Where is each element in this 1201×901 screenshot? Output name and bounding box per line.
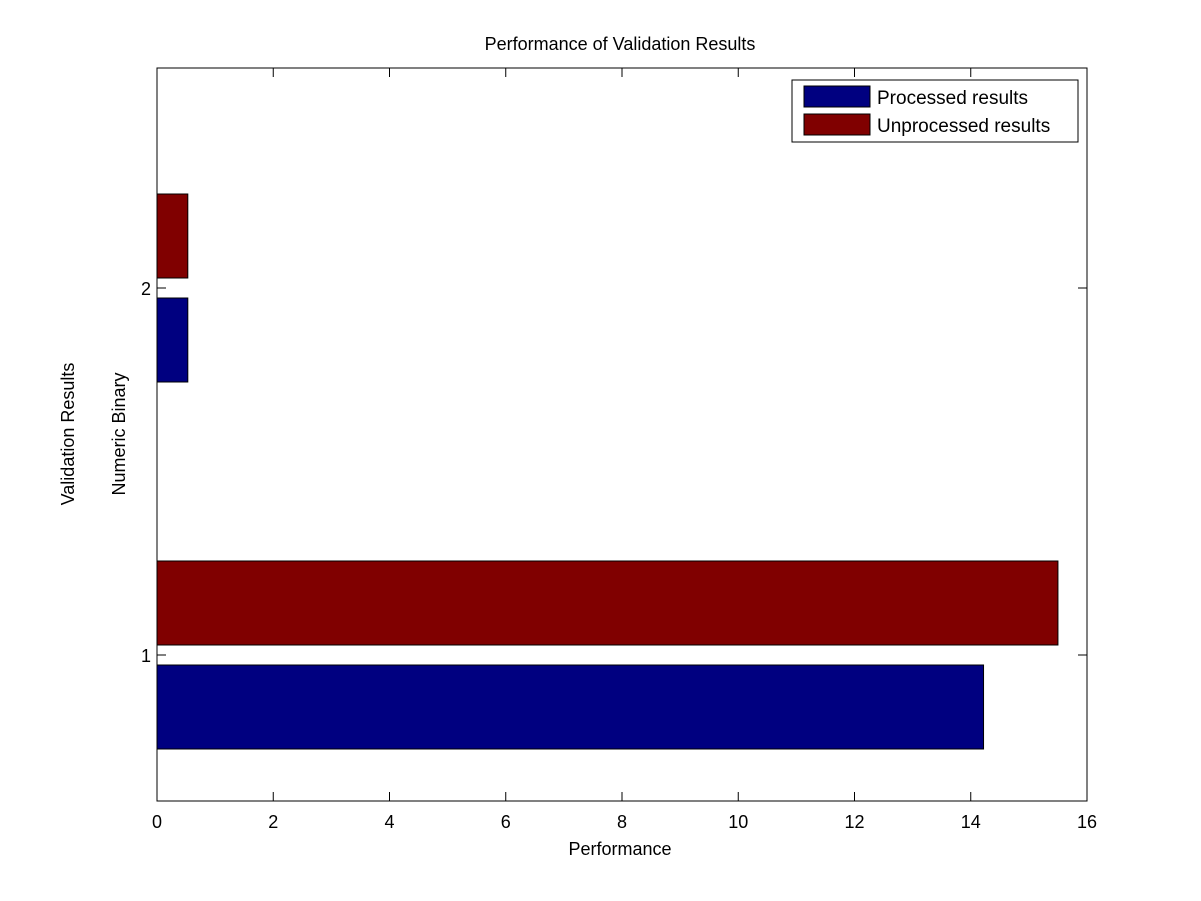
legend-label-processed: Processed results [877, 88, 1028, 109]
legend-swatch-unprocessed [803, 113, 871, 136]
x-tick-label: 10 [728, 812, 748, 832]
y-axis-ticks: 12 [141, 279, 1087, 666]
x-tick-label: 12 [844, 812, 864, 832]
x-tick-label: 2 [268, 812, 278, 832]
x-tick-label: 14 [961, 812, 981, 832]
legend-swatch-processed [803, 85, 871, 108]
bar-unprocessed-cat-1 [156, 560, 1059, 646]
x-tick-label: 4 [384, 812, 394, 832]
plot-frame [156, 67, 1088, 802]
y-axis-label: Validation Results [58, 363, 78, 506]
chart-title: Performance of Validation Results [485, 34, 756, 54]
bar-processed-cat-1 [156, 664, 985, 750]
x-tick-label: 0 [152, 812, 162, 832]
y-tick-label: 2 [141, 279, 151, 299]
legend-label-unprocessed: Unprocessed results [877, 116, 1050, 137]
bar-processed-cat-2 [156, 297, 189, 383]
y-tick-label: 1 [141, 646, 151, 666]
x-tick-label: 8 [617, 812, 627, 832]
x-tick-label: 16 [1077, 812, 1097, 832]
y-axis-secondary-label: Numeric Binary [109, 372, 129, 495]
legend: Processed results Unprocessed results [791, 79, 1079, 143]
x-axis-ticks: 0 2 4 6 8 10 12 14 16 [152, 68, 1097, 832]
bars-layer [156, 193, 1059, 750]
x-tick-label: 6 [501, 812, 511, 832]
bar-unprocessed-cat-2 [156, 193, 189, 279]
x-axis-label: Performance [568, 839, 671, 859]
